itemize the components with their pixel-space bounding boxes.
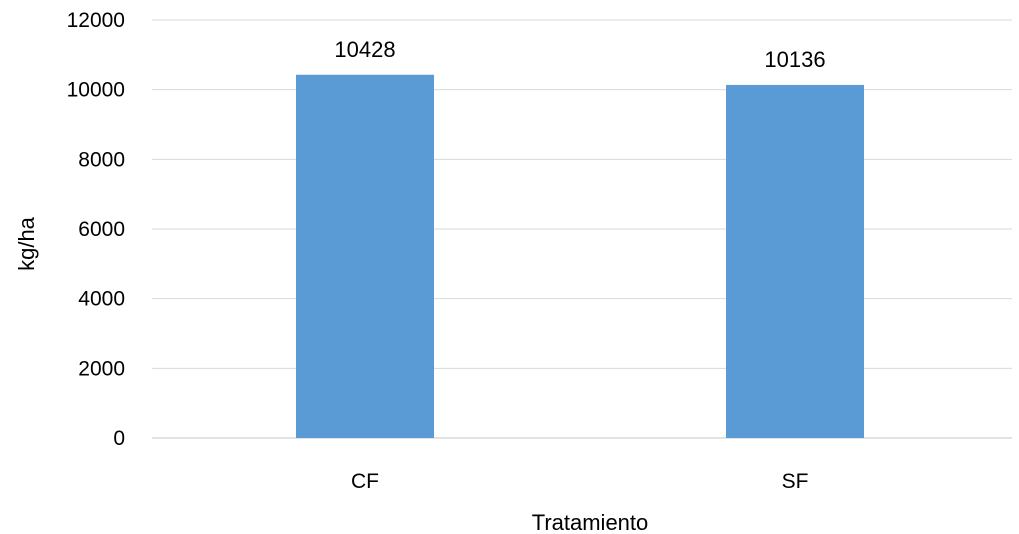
bar-cf (296, 74, 434, 439)
data-label-sf: 10136 (764, 47, 825, 72)
y-tick-label-4: 8000 (78, 148, 125, 171)
y-tick-label-6: 12000 (67, 9, 125, 32)
x-axis-ticks: CF SF (351, 470, 808, 493)
y-tick-label-3: 6000 (78, 218, 125, 241)
y-axis-title: kg/ha (14, 216, 39, 271)
bar-sf (726, 84, 864, 439)
x-axis-title: Tratamiento (532, 510, 649, 534)
data-label-cf: 10428 (334, 37, 395, 62)
data-labels: 10428 10136 (334, 37, 825, 72)
bars (296, 74, 864, 439)
x-tick-label-cf: CF (351, 470, 379, 493)
y-tick-label-1: 2000 (78, 357, 125, 380)
y-tick-label-0: 0 (113, 427, 125, 450)
y-tick-label-5: 10000 (67, 79, 125, 102)
x-tick-label-sf: SF (782, 470, 809, 493)
gridlines (152, 19, 1012, 439)
y-axis-ticks: 0 2000 4000 6000 8000 10000 12000 (67, 9, 125, 450)
y-tick-label-2: 4000 (78, 288, 125, 311)
